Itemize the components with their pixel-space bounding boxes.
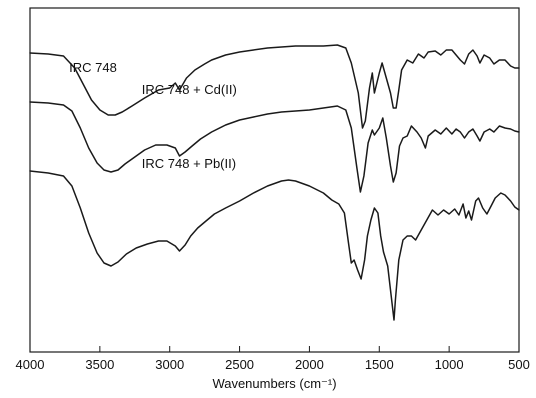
x-tick-label-1500: 1500	[365, 357, 394, 372]
spectrum-series	[29, 44, 520, 321]
series-line-2	[29, 101, 520, 193]
x-axis-title: Wavenumbers (cm⁻¹)	[212, 376, 336, 391]
x-tick-label-4000: 4000	[16, 357, 45, 372]
series-label-1: IRC 748	[69, 60, 117, 75]
x-tick-label-2500: 2500	[225, 357, 254, 372]
series-label-2: IRC 748 + Cd(II)	[142, 82, 237, 97]
x-tick-label-500: 500	[508, 357, 530, 372]
series-annotations: IRC 748 IRC 748 + Cd(II) IRC 748 + Pb(II)	[69, 60, 237, 171]
x-tick-label-3500: 3500	[85, 357, 114, 372]
series-line-1	[29, 44, 520, 129]
x-tick-label-1000: 1000	[435, 357, 464, 372]
plot-frame	[29, 7, 520, 353]
plot-frame-rect	[29, 7, 520, 353]
x-axis-ticks	[29, 346, 520, 352]
series-line-3	[29, 170, 520, 321]
x-tick-label-2000: 2000	[295, 357, 324, 372]
x-axis-tick-labels: 4000 3500 3000 2500 2000 1500 1000 500	[16, 357, 530, 372]
x-tick-label-3000: 3000	[155, 357, 184, 372]
series-label-3: IRC 748 + Pb(II)	[142, 156, 236, 171]
